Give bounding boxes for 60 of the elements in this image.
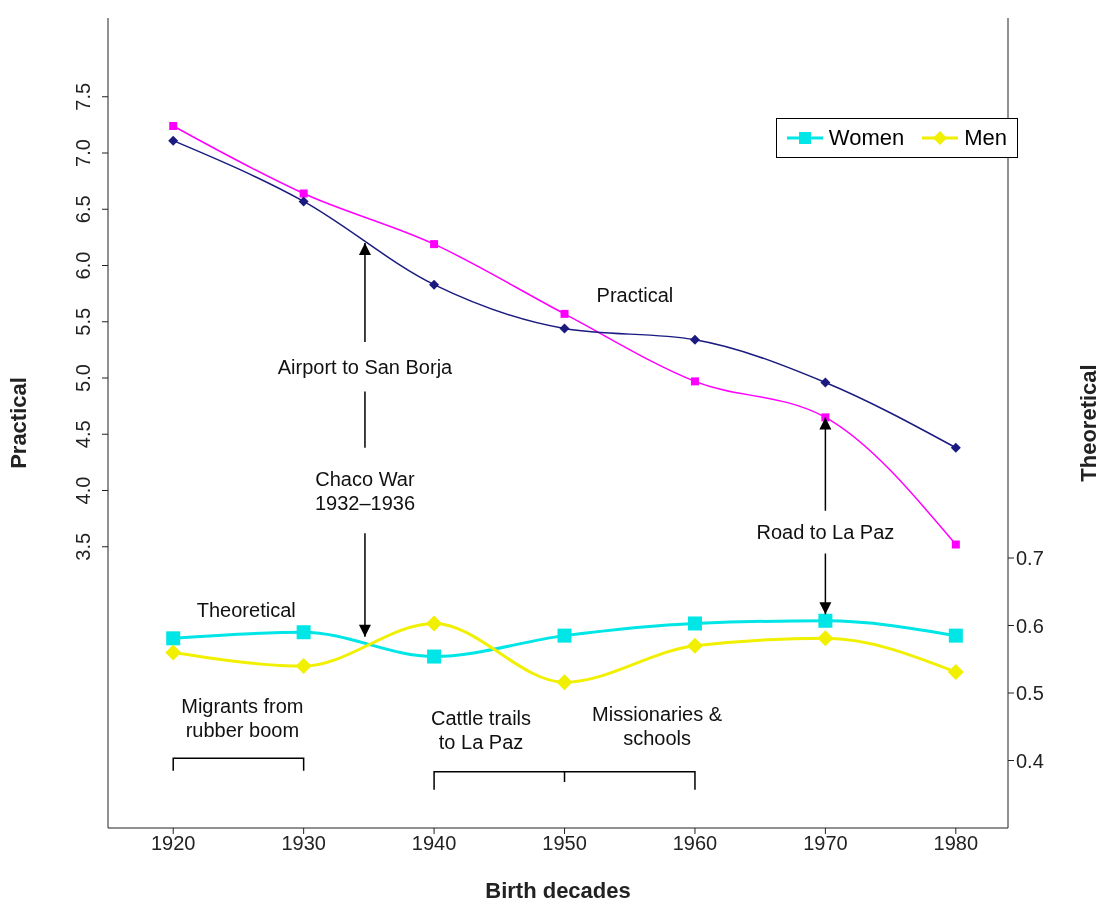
annotation: Chaco War 1932–1936 xyxy=(314,467,416,514)
x-tick-label: 1980 xyxy=(933,832,979,855)
y-tick-label: 5.0 xyxy=(72,364,94,392)
point xyxy=(820,377,831,388)
x-tick-label: 1920 xyxy=(150,832,196,855)
y-tick-label: 3.5 xyxy=(72,532,94,561)
annotation: Practical xyxy=(596,283,674,306)
point xyxy=(169,122,178,130)
y-axis-title: Practical xyxy=(5,377,31,469)
point xyxy=(689,334,700,345)
point xyxy=(166,631,181,646)
x-tick-label: 1940 xyxy=(411,832,457,855)
y2-tick-label: 0.4 xyxy=(1016,749,1044,772)
point xyxy=(298,196,309,207)
legend-label: Men xyxy=(964,125,1007,151)
y2-tick-label: 0.5 xyxy=(1016,682,1044,705)
point xyxy=(556,674,573,691)
point xyxy=(947,664,964,681)
point xyxy=(690,377,699,386)
point xyxy=(950,442,961,453)
legend-label: Women xyxy=(828,125,905,151)
point xyxy=(557,628,572,643)
point xyxy=(429,279,440,290)
point xyxy=(817,630,834,647)
y-tick-label: 4.5 xyxy=(72,420,94,449)
annotation: Theoretical xyxy=(196,598,296,621)
y-tick-label: 6.5 xyxy=(72,195,94,224)
point xyxy=(427,649,442,664)
point xyxy=(559,323,570,334)
point xyxy=(295,658,312,674)
y2-tick-label: 0.6 xyxy=(1016,614,1044,637)
y-tick-label: 7.0 xyxy=(72,139,94,167)
point xyxy=(165,644,182,661)
point xyxy=(430,240,439,249)
point xyxy=(296,625,311,640)
y-tick-label: 6.0 xyxy=(72,251,94,280)
x-tick-label: 1970 xyxy=(803,832,848,855)
x-tick-label: 1960 xyxy=(672,832,718,855)
annotation: Airport to San Borja xyxy=(277,355,454,378)
point xyxy=(951,540,960,549)
y-tick-label: 5.5 xyxy=(72,307,94,336)
annotation: Road to La Paz xyxy=(756,521,895,544)
point xyxy=(687,616,702,631)
x-tick-label: 1930 xyxy=(281,832,326,855)
point xyxy=(818,613,833,628)
y2-tick-label: 0.7 xyxy=(1016,547,1044,570)
point xyxy=(299,189,308,198)
annotation: Missionaries & schools xyxy=(592,702,723,749)
point xyxy=(560,309,569,318)
y-tick-label: 4.0 xyxy=(72,476,94,505)
x-axis-title: Birth decades xyxy=(485,878,631,903)
point xyxy=(168,135,179,146)
y2-axis-title: Theoretical xyxy=(1075,364,1101,482)
point xyxy=(686,637,703,654)
annotation: Cattle trails to La Paz xyxy=(431,707,532,754)
y-tick-label: 7.5 xyxy=(72,82,94,111)
point xyxy=(426,615,443,632)
x-tick-label: 1950 xyxy=(542,832,587,855)
annotation: Migrants from rubber boom xyxy=(181,694,304,741)
point xyxy=(948,628,963,643)
